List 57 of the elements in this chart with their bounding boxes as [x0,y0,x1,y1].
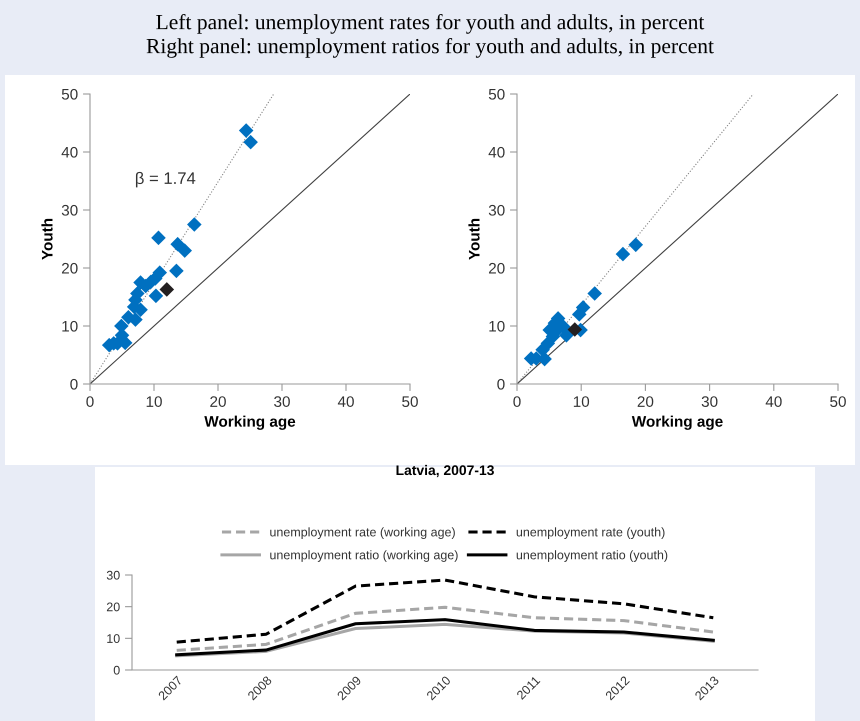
x-tick-label: 10 [146,396,162,408]
x-tick-label: 50 [402,396,418,408]
chart-title: Latvia, 2007-13 [396,464,494,478]
annotation: β = 1.74 [136,172,196,188]
y-tick-label: 50 [488,88,505,100]
point [559,328,574,343]
y-tick-label: 40 [488,146,505,158]
y-tick-label: 10 [489,320,505,332]
point [187,217,202,232]
x-axis-title: Working age [632,416,723,430]
x-tick-label: 50 [830,396,846,408]
x-tick-label: 0 [513,396,521,408]
x-tick-label: 20 [210,396,226,408]
point [160,282,174,297]
y-tick-label: 30 [488,204,505,216]
y-tick-label: 20 [488,262,505,274]
point [587,286,602,301]
y-tick-label: 50 [62,88,78,100]
x-tick-label: 10 [574,396,590,408]
chart-title: Left panel: unemployment rates for youth and adults, in percent [156,14,704,34]
point [170,236,185,252]
point [243,134,258,150]
y-tick-label: 30 [106,570,120,580]
point [238,123,254,138]
y-tick-label: 10 [107,634,120,643]
x-tick-label: 40 [338,396,354,408]
legend-label: unemployment ratio (youth) [516,550,668,562]
legend-label: unemployment rate (working age) [270,527,455,539]
x-axis-title: Working age [204,416,296,430]
x-tick-label: 0 [86,396,94,408]
point [616,246,630,262]
y-axis-title: Youth [41,218,53,260]
line-series [175,606,715,652]
legend-label: unemployment ratio (working age) [270,550,458,562]
point [169,264,184,278]
y-axis-title: Youth [468,218,480,260]
line-series [175,578,715,644]
y-tick-label: 0 [497,378,505,390]
y-tick-label: 30 [62,204,78,216]
y-tick-label: 40 [62,146,78,158]
x-tick-label: 40 [766,396,782,408]
x-tick-label: 30 [274,396,290,408]
point [572,307,587,322]
point [148,288,164,304]
legend-label: unemployment rate (youth) [516,527,665,539]
x-tick-label: 20 [638,396,654,408]
point [177,243,192,258]
y-tick-label: 0 [114,666,120,675]
chart-title: Right panel: unemployment ratios for youth and adults, in percent [146,38,714,58]
x-tick-label: 30 [702,396,718,408]
y-tick-label: 20 [62,262,78,274]
point [151,230,166,246]
point [628,238,644,252]
y-tick-label: 20 [106,602,120,612]
y-tick-label: 10 [62,320,78,332]
point [567,322,582,337]
y-tick-label: 0 [70,378,78,390]
